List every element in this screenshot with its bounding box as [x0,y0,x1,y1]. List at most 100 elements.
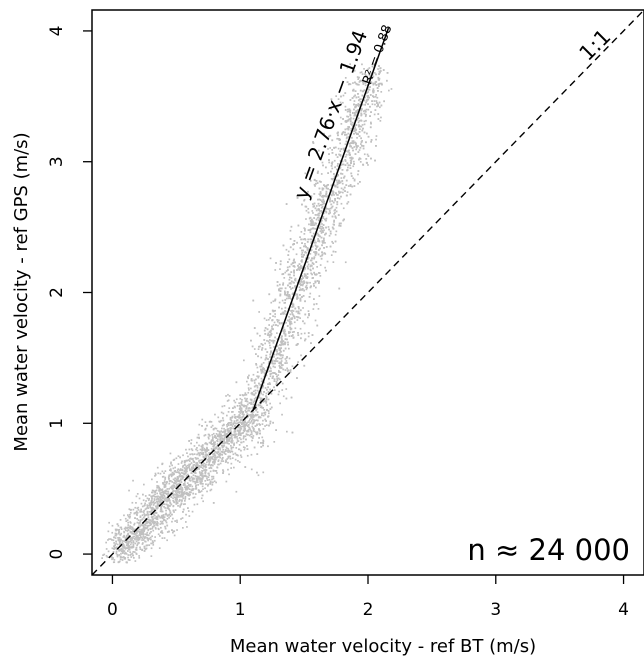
data-point [195,475,197,478]
data-point [270,333,273,335]
data-point [315,273,317,276]
data-point [130,537,132,540]
data-point [144,523,147,525]
data-point [316,280,319,282]
data-point [264,418,267,421]
data-point [271,328,274,330]
data-point [291,431,294,434]
data-point [336,165,339,167]
data-point [313,285,315,287]
data-point [195,481,197,484]
data-point [357,117,360,120]
data-point [143,530,145,533]
data-point [316,172,319,174]
data-point [226,450,229,452]
data-point [132,508,135,511]
data-point [274,366,276,369]
data-point [209,458,212,460]
data-point [173,485,175,488]
data-point [183,467,186,469]
data-point [382,69,385,71]
data-point [168,475,170,477]
data-point [161,510,163,513]
data-point [256,366,259,369]
data-point [125,544,128,547]
data-point [273,380,276,382]
data-point [244,466,247,468]
data-point [268,342,271,344]
data-point [217,448,219,451]
data-point [242,436,245,438]
data-point [243,425,245,428]
data-point [201,464,203,467]
data-point [377,76,380,79]
data-point [216,456,218,459]
data-point [289,328,292,331]
data-point [185,493,188,496]
data-point [323,132,325,135]
data-point [178,491,181,493]
data-point [178,471,180,473]
data-point [249,418,251,421]
data-point [204,451,207,454]
data-point [182,503,185,506]
data-point [286,370,289,373]
data-point [139,515,142,518]
data-point [349,142,352,144]
data-point [341,180,344,182]
data-point [178,475,181,477]
data-point [239,405,242,408]
data-point [208,474,211,477]
data-point [291,311,293,314]
data-point [293,269,295,272]
data-point [245,407,247,410]
data-point [134,532,137,535]
data-point [175,485,178,488]
data-point [281,413,283,416]
data-point [196,447,198,449]
data-point [351,121,354,124]
data-point [226,424,228,426]
data-point [222,445,225,447]
data-point [337,214,340,216]
data-point [319,230,322,233]
data-point [151,521,154,524]
data-point [286,294,288,296]
data-point [212,448,214,451]
data-point [150,519,152,522]
data-point [205,450,208,453]
data-point [275,353,278,356]
data-point [156,481,158,483]
data-point [194,480,196,483]
data-point [305,218,307,220]
data-point [164,484,167,486]
data-point [203,456,206,459]
data-point [221,451,224,454]
data-point [171,529,173,531]
data-point [237,426,240,429]
data-point [242,422,245,425]
data-point [238,432,240,434]
data-point [123,540,125,542]
data-point [282,282,285,284]
data-point [303,289,305,292]
data-point [161,497,164,500]
data-point [176,476,179,478]
data-point [360,137,362,140]
data-point [186,452,188,454]
data-point [213,459,215,461]
data-point [267,362,270,365]
data-point [357,93,359,95]
data-point [311,223,314,226]
data-point [232,407,234,409]
data-point [304,238,306,240]
data-point [368,96,370,99]
data-point [346,119,349,122]
data-point [162,503,165,505]
data-point [361,63,363,66]
data-point [137,530,139,532]
data-point [245,393,248,396]
data-point [279,263,282,266]
data-point [272,372,274,374]
data-point [228,431,231,434]
